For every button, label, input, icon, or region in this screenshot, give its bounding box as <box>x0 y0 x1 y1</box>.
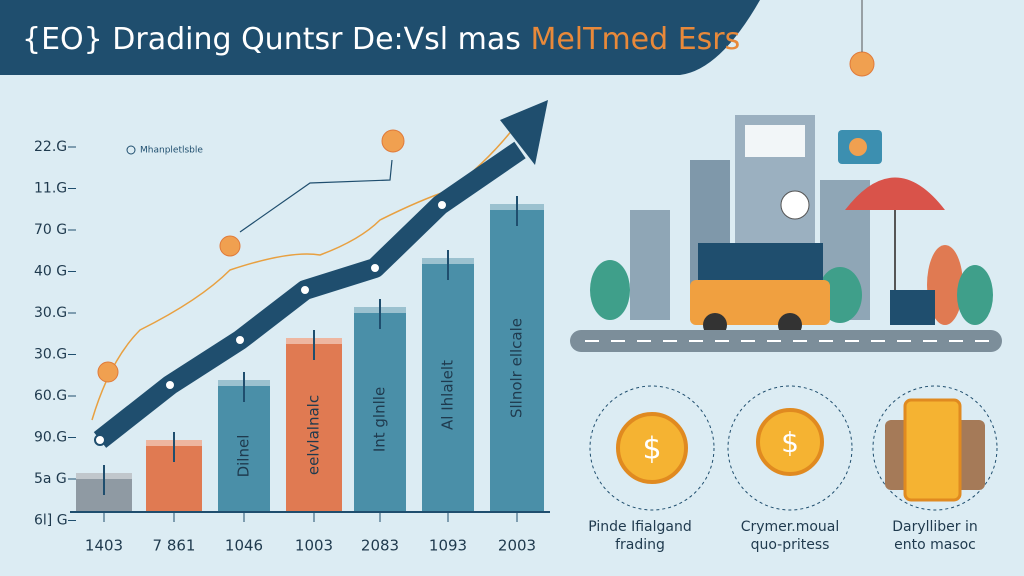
money-stack <box>903 398 962 502</box>
icon-circle <box>727 385 853 511</box>
x-label: 1046 <box>225 537 263 555</box>
tree <box>957 265 993 325</box>
stall <box>890 290 935 325</box>
x-label: 1003 <box>295 537 333 555</box>
icon-circle <box>589 385 715 511</box>
tree <box>927 245 963 325</box>
x-label: 7 861 <box>153 537 196 555</box>
caption: frading <box>615 537 665 553</box>
coin <box>97 361 119 383</box>
legend-label: Mhanpletlsble <box>140 146 203 156</box>
arrow-head <box>500 100 548 165</box>
caption: Darylliber in <box>892 519 978 535</box>
title-main: {EO} Drading Quntsr De:Vsl mas <box>22 22 521 57</box>
y-label: 6l] G <box>34 513 68 529</box>
title-banner <box>0 0 760 75</box>
y-label: 5a G <box>34 471 67 487</box>
caption: ento masoc <box>894 537 976 553</box>
y-label: 70 G <box>34 222 67 238</box>
arrow-point <box>369 262 381 274</box>
road <box>570 330 1002 352</box>
arrow-point <box>164 379 176 391</box>
y-label: 40 G <box>34 264 67 280</box>
arrow-point <box>94 434 106 446</box>
arrow-point <box>234 334 246 346</box>
icon-circle <box>872 385 998 511</box>
y-label: 60.G <box>34 388 67 404</box>
arrow-point <box>436 199 448 211</box>
city <box>570 115 1002 352</box>
x-label: 1403 <box>85 537 123 555</box>
y-label: 22.G <box>34 139 67 155</box>
truck-body <box>690 280 830 325</box>
sign <box>745 125 805 157</box>
caption: Pinde Ifialgand <box>588 519 692 535</box>
umbrella <box>845 177 945 210</box>
caption: Crymer.moual <box>741 519 840 535</box>
bar-label: Int glnlle <box>371 387 389 452</box>
x-label: 2003 <box>498 537 536 555</box>
pointer-line <box>239 159 393 233</box>
clock <box>780 190 810 220</box>
coin-symbol: $ <box>642 432 661 467</box>
bar <box>354 307 406 512</box>
coin <box>219 235 241 257</box>
title: {EO} Drading Quntsr De:Vsl mas MelTmed E… <box>22 22 740 57</box>
coin <box>381 129 405 153</box>
bar <box>422 258 474 512</box>
building <box>630 210 670 320</box>
title-highlight: MelTmed Esrs <box>530 22 740 57</box>
bar <box>286 338 342 512</box>
x-label: 1093 <box>429 537 467 555</box>
coin-icon <box>616 412 688 484</box>
y-label: 30.G <box>34 347 67 363</box>
coin <box>849 138 867 156</box>
caption: quo-pritess <box>751 537 830 553</box>
bar-label: Al Ihlalelt <box>439 360 457 430</box>
coin <box>849 51 875 77</box>
y-label: 30.G <box>34 305 67 321</box>
bar-label: Sllnolr ellcale <box>508 318 526 418</box>
legend-icon <box>126 145 136 155</box>
y-label: 11.G <box>34 181 67 197</box>
y-label: 90.G <box>34 430 67 446</box>
tree <box>590 260 630 320</box>
arrow-point <box>299 284 311 296</box>
bar-label: eelvlalnalc <box>305 395 323 475</box>
x-label: 2083 <box>361 537 399 555</box>
coin-icon <box>756 408 824 476</box>
bar <box>490 204 544 512</box>
bar-label: Dilnel <box>235 435 253 478</box>
coin-symbol: $ <box>781 426 799 459</box>
truck-top <box>698 243 823 283</box>
